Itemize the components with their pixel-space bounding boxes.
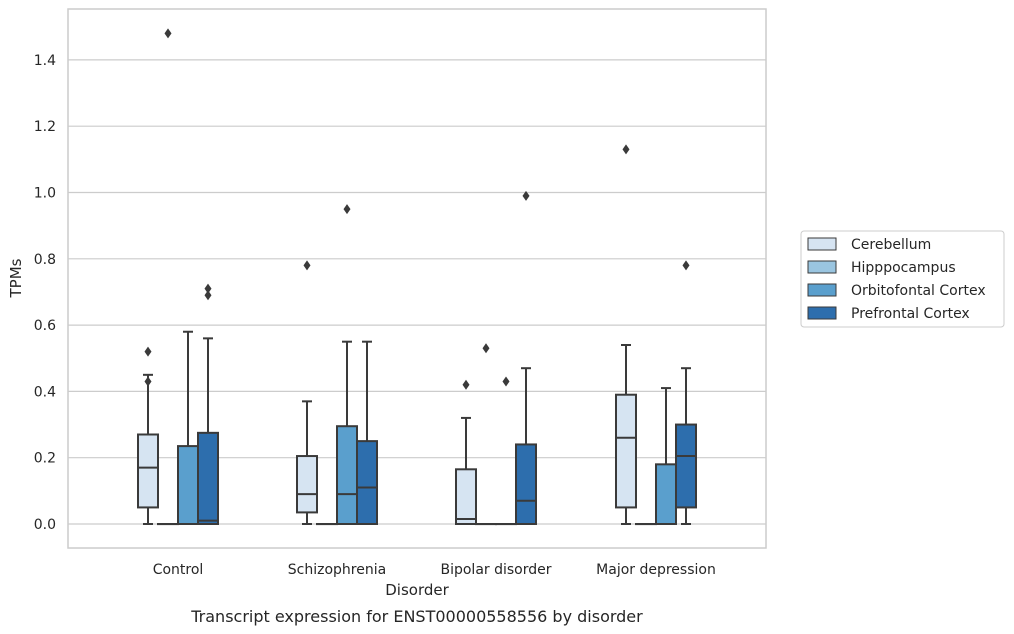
legend-frame	[800, 230, 1005, 328]
y-tick-label: 1.0	[34, 186, 56, 202]
outlier-point	[622, 144, 630, 155]
legend-label: Orbitofontal Cortex	[851, 283, 986, 299]
y-tick-label: 0.8	[34, 252, 56, 268]
y-tick-label: 0.0	[34, 517, 56, 533]
plot-frame	[67, 8, 767, 549]
outlier-point	[522, 190, 530, 201]
box-prefrontal-cortex-2	[515, 190, 537, 525]
box-orbitofontal-cortex-1	[336, 204, 358, 525]
legend-label: Cerebellum	[851, 237, 931, 253]
iqr-box	[655, 463, 677, 525]
box-prefrontal-cortex-3	[675, 260, 697, 525]
iqr-box	[296, 455, 318, 514]
outlier-point	[204, 283, 212, 294]
iqr-box	[515, 443, 537, 525]
box-prefrontal-cortex-1	[356, 340, 378, 525]
box-orbitofontal-cortex-0	[177, 330, 199, 525]
outlier-point	[502, 376, 510, 387]
box-cerebellum-3	[615, 144, 637, 525]
outlier-point	[462, 379, 470, 390]
chart-caption: Transcript expression for ENST0000055855…	[190, 607, 643, 626]
x-tick-label: Major depression	[596, 562, 716, 578]
x-tick-labels: Control Schizophrenia Bipolar disorder Majo…	[153, 562, 716, 578]
legend-swatch	[807, 283, 837, 297]
iqr-box	[177, 445, 199, 525]
boxes	[137, 28, 697, 526]
x-axis-label: Disorder	[385, 581, 449, 599]
x-tick-label: Bipolar disorder	[440, 562, 551, 578]
iqr-box	[197, 431, 219, 525]
y-tick-label: 0.6	[34, 318, 56, 334]
outlier-point	[303, 260, 311, 271]
y-tick-label: 1.2	[34, 119, 56, 135]
y-tick-label: 0.2	[34, 451, 56, 467]
box-cerebellum-1	[296, 260, 318, 525]
outlier-point	[164, 28, 172, 39]
x-tick-label: Schizophrenia	[288, 562, 386, 578]
box-cerebellum-2	[455, 379, 477, 525]
outlier-point	[482, 343, 490, 354]
y-tick-label: 1.4	[34, 53, 56, 69]
legend-label: Hipppocampus	[851, 260, 956, 276]
iqr-box	[675, 423, 697, 509]
box-prefrontal-cortex-0	[197, 283, 219, 525]
y-tick-label: 0.4	[34, 384, 56, 400]
legend-swatch	[807, 260, 837, 274]
legend-label: Prefrontal Cortex	[851, 306, 970, 322]
outlier-point	[144, 376, 152, 387]
iqr-box	[336, 425, 358, 525]
outlier-point	[204, 290, 212, 301]
iqr-box	[137, 433, 159, 509]
box-hipppocampus-0	[157, 28, 179, 526]
outlier-point	[682, 260, 690, 271]
legend: Cerebellum Hipppocampus Orbitofontal Corte…	[800, 230, 1005, 328]
outlier-point	[343, 204, 351, 215]
legend-swatch	[807, 237, 837, 251]
iqr-box	[356, 440, 378, 525]
box-cerebellum-0	[137, 346, 159, 525]
iqr-box	[615, 393, 637, 509]
x-tick-label: Control	[153, 562, 204, 578]
outlier-point	[144, 346, 152, 357]
iqr-box	[455, 468, 477, 525]
y-tick-labels: 0.0 0.2 0.4 0.6 0.8 1.0 1.2 1.4	[34, 53, 56, 533]
y-axis-label: TPMs	[7, 258, 25, 298]
legend-swatch	[807, 306, 837, 320]
